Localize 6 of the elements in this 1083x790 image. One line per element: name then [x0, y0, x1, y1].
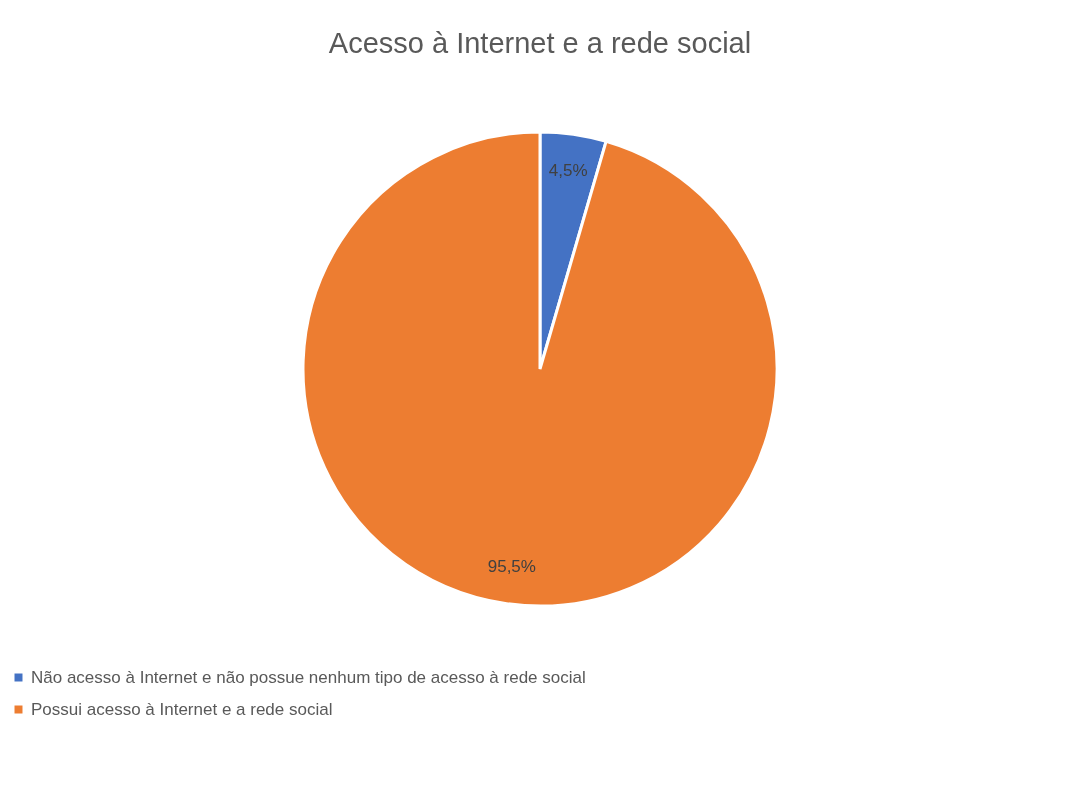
legend-label: Possui acesso à Internet e a rede social	[31, 699, 333, 719]
data-label: 95,5%	[487, 557, 536, 576]
data-label: 4,5%	[548, 161, 588, 180]
legend-label: Não acesso à Internet e não possue nenhum tipo de acesso à rede social	[31, 667, 586, 687]
chart-title: Acesso à Internet e a rede social	[328, 27, 752, 59]
pie-slice	[301, 130, 779, 608]
